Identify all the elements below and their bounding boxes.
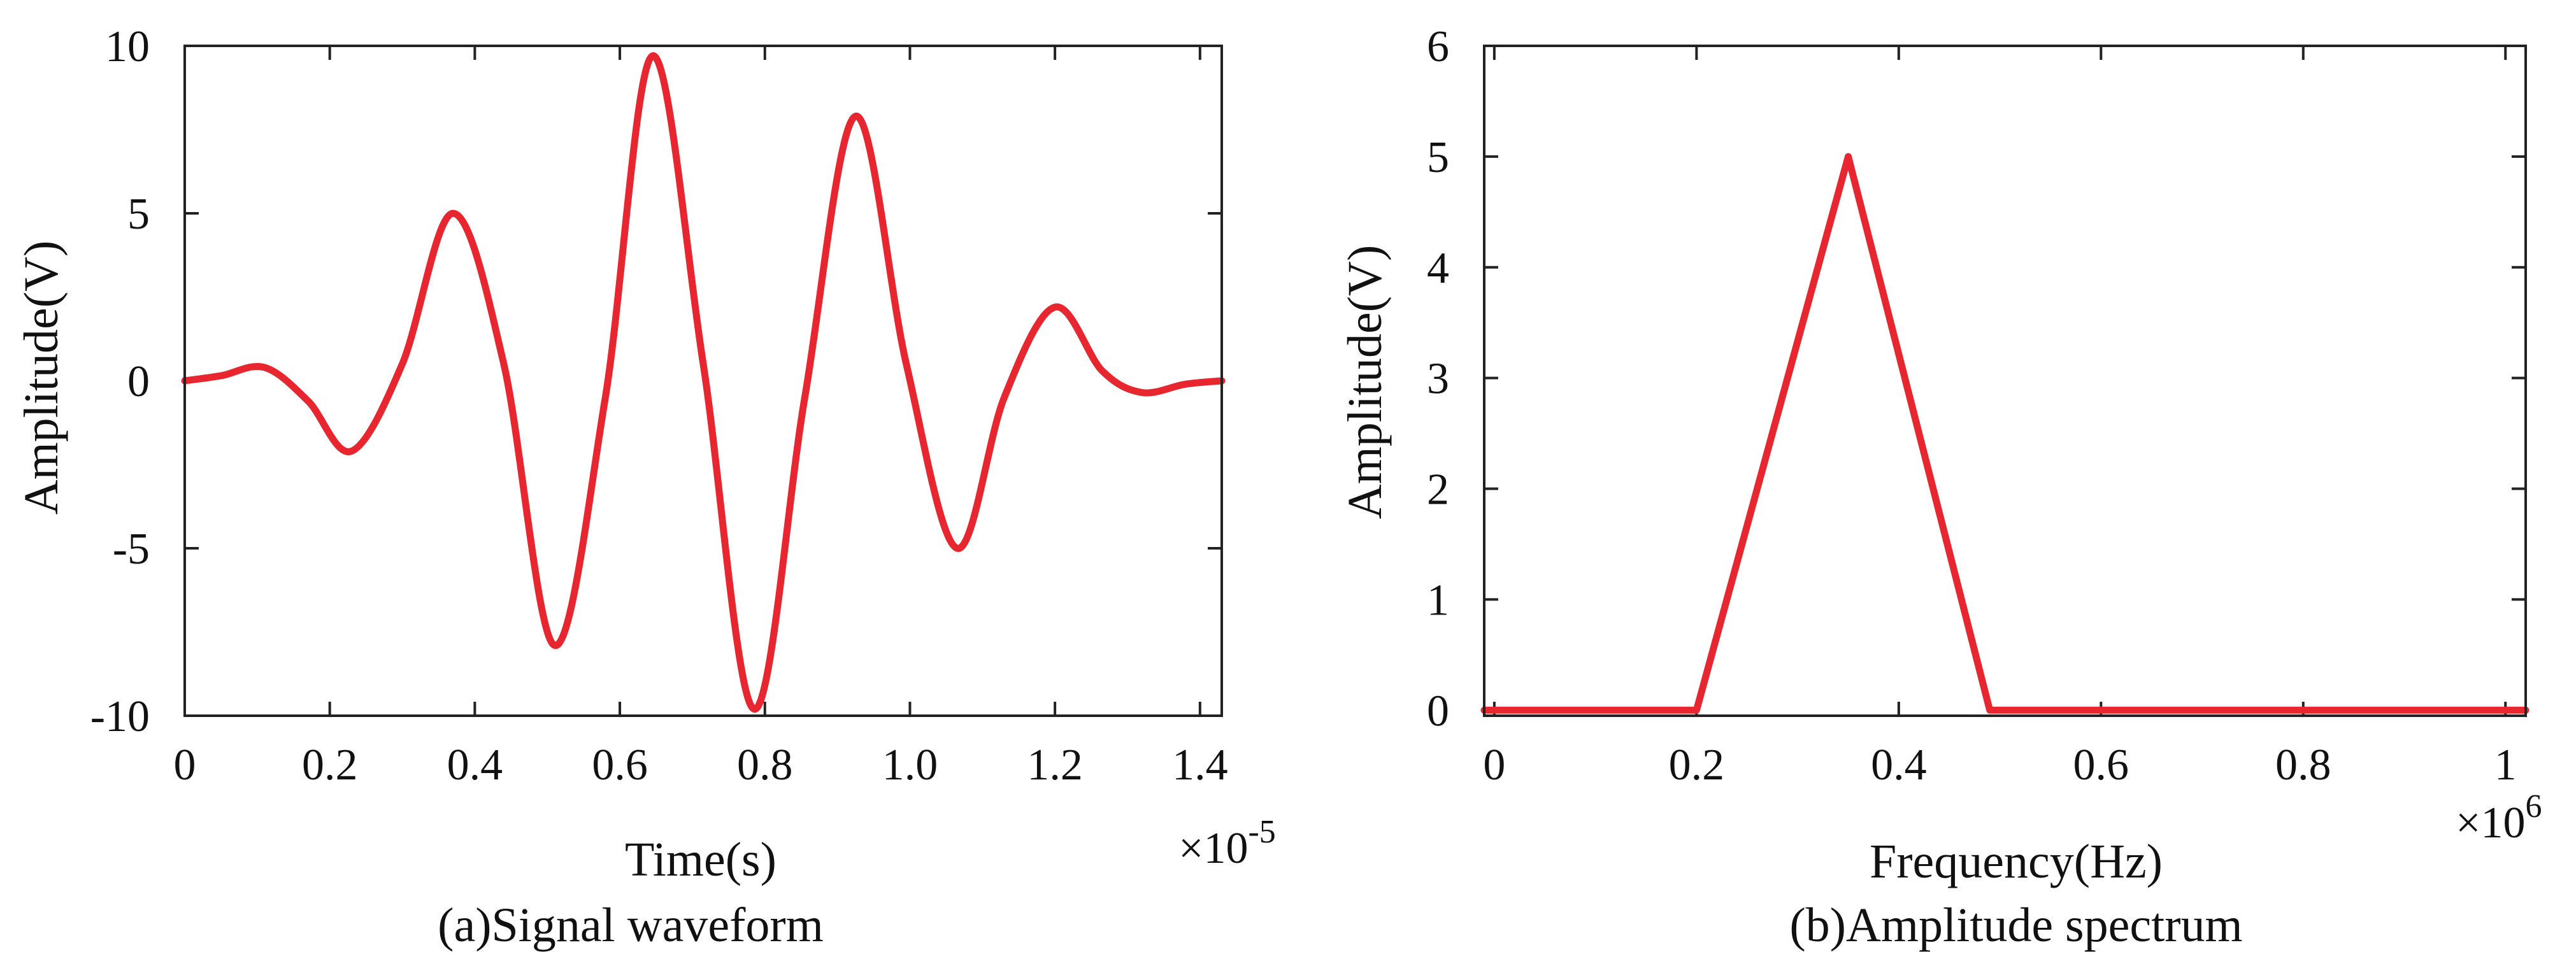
chart-a-x-tick-label: 0.6 <box>592 741 648 790</box>
chart-a-x-multiplier: ×10-5 <box>1178 814 1276 873</box>
chart-b-y-tick-labels: 0 1 2 3 4 5 6 <box>1427 22 1449 735</box>
chart-b-x-exponent: 6 <box>2525 788 2542 825</box>
chart-b-x-tick-label: 0.4 <box>1871 741 1927 790</box>
chart-a-y-tick-label: -10 <box>90 692 150 741</box>
chart-b-x-multiplier-base: ×10 <box>2456 799 2525 848</box>
chart-a-x-tick-label: 0.4 <box>447 741 503 790</box>
chart-b-frame <box>1483 45 2527 717</box>
chart-amplitude-spectrum: 0 0.2 0.4 0.6 0.8 1 0 1 2 3 4 5 6 Frequency(Hz) Amp… <box>1338 22 2542 952</box>
chart-a-x-tick-label: 1.0 <box>882 741 938 790</box>
chart-b-x-tick-label: 0.6 <box>2073 741 2129 790</box>
chart-a-x-tick-labels: 0 0.2 0.4 0.6 0.8 1.0 1.2 1.4 <box>174 741 1228 790</box>
chart-a-y-tick-label: 10 <box>105 22 150 71</box>
chart-b-y-tick-label: 1 <box>1427 576 1449 625</box>
chart-b-y-tick-label: 4 <box>1427 244 1449 293</box>
chart-a-x-tick-label: 0.2 <box>302 741 358 790</box>
chart-b-y-axis-title: Amplitude(V) <box>1338 245 1392 520</box>
chart-b-y-tick-label: 5 <box>1427 133 1449 182</box>
chart-b-y-tick-label: 6 <box>1427 22 1449 71</box>
chart-a-x-exponent: -5 <box>1248 814 1275 850</box>
chart-b-x-tick-label: 1 <box>2494 741 2517 790</box>
chart-a-caption: (a)Signal waveform <box>438 899 824 952</box>
chart-b-y-tick-label: 0 <box>1427 686 1449 735</box>
chart-a-y-tick-label: 5 <box>127 190 150 239</box>
chart-b-x-tick-labels: 0 0.2 0.4 0.6 0.8 1 <box>1483 741 2516 790</box>
chart-a-frame <box>183 45 1223 717</box>
chart-a-y-tick-labels: -10 -5 0 5 10 <box>90 22 150 741</box>
chart-a-x-tick-label: 1.2 <box>1027 741 1083 790</box>
chart-b-x-tick-label: 0.8 <box>2275 741 2331 790</box>
chart-a-y-tick-label: 0 <box>127 357 150 406</box>
chart-a-y-tick-label: -5 <box>113 525 150 574</box>
chart-a-y-axis-title: Amplitude(V) <box>15 241 68 515</box>
signal-waveform-line <box>181 52 1226 713</box>
chart-b-x-tick-label: 0 <box>1483 741 1505 790</box>
chart-b-x-multiplier: ×106 <box>2456 788 2542 848</box>
chart-b-ticks <box>1484 45 2526 716</box>
chart-a-x-axis-title: Time(s) <box>625 833 776 886</box>
chart-a-x-tick-label: 1.4 <box>1172 741 1228 790</box>
chart-a-x-tick-label: 0.8 <box>737 741 793 790</box>
chart-b-y-tick-label: 2 <box>1427 465 1449 515</box>
chart-b-caption: (b)Amplitude spectrum <box>1789 899 2242 952</box>
chart-b-x-axis-title: Frequency(Hz) <box>1870 835 2163 888</box>
chart-a-x-tick-label: 0 <box>174 741 196 790</box>
chart-b-x-tick-label: 0.2 <box>1669 741 1725 790</box>
amplitude-spectrum-line <box>1480 153 2529 714</box>
chart-a-x-multiplier-base: ×10 <box>1178 824 1248 873</box>
chart-signal-waveform: 0 0.2 0.4 0.6 0.8 1.0 1.2 1.4 -10 -5 0 5 10 Time(s)… <box>15 22 1276 952</box>
chart-b-y-tick-label: 3 <box>1427 355 1449 404</box>
